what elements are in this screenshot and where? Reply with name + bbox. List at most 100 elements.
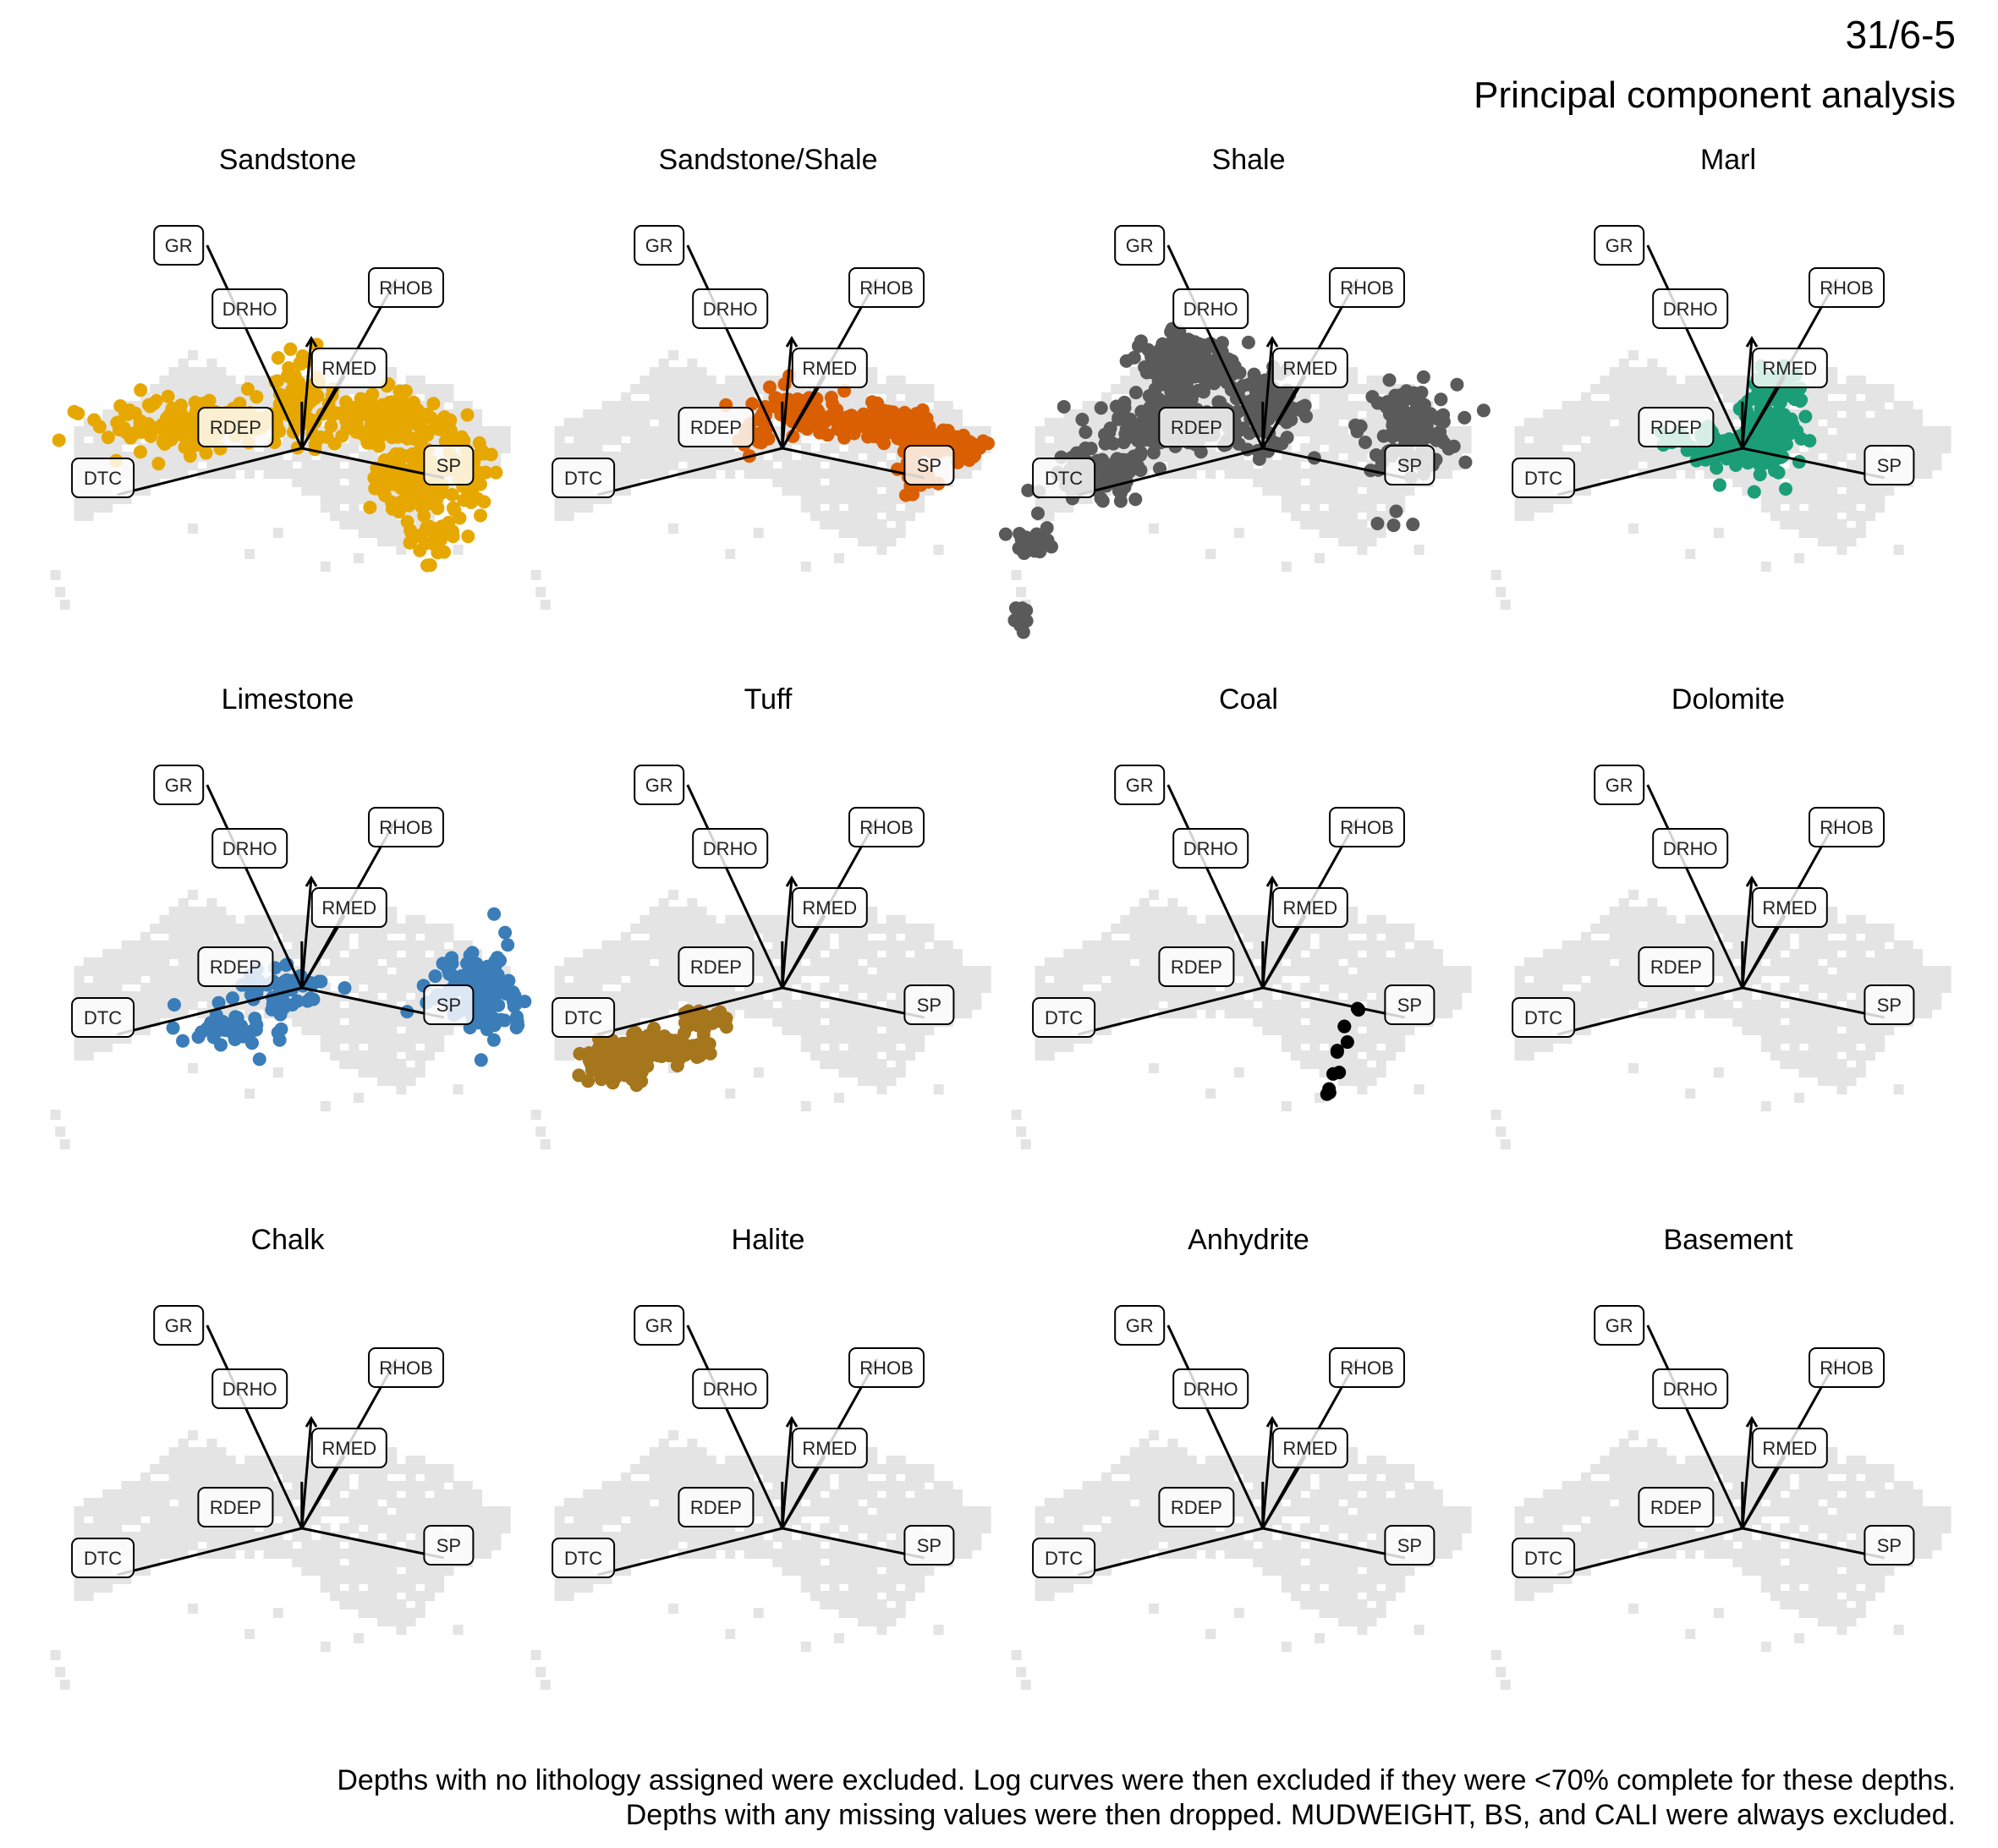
background-point: [1600, 401, 1611, 411]
background-point: [601, 401, 612, 411]
loading-label-drho: DRHO: [222, 299, 277, 320]
background-point: [301, 469, 312, 479]
background-point: [330, 502, 340, 513]
background-point: [952, 409, 963, 420]
data-point: [1098, 436, 1112, 451]
data-point: [417, 423, 431, 437]
data-point: [1712, 478, 1726, 492]
background-point: [178, 367, 189, 377]
background-point: [1628, 350, 1638, 360]
data-point: [1394, 425, 1408, 440]
background-point: [349, 494, 360, 504]
loading-arrow-rmed: [300, 376, 346, 449]
background-point: [263, 469, 274, 479]
background-point: [168, 452, 179, 462]
background-point: [235, 924, 245, 934]
background-point: [639, 384, 650, 394]
background-point: [649, 376, 660, 386]
background-point: [168, 469, 179, 479]
background-point: [1523, 418, 1534, 428]
background-point: [150, 940, 161, 951]
background-point: [1884, 384, 1895, 394]
loading-label-rmed: RMED: [1762, 358, 1817, 379]
background-point: [462, 401, 473, 411]
background-point: [387, 528, 398, 538]
background-point: [820, 469, 831, 479]
background-point: [820, 485, 831, 496]
data-point: [1766, 407, 1781, 421]
data-point: [489, 465, 503, 480]
background-point: [1685, 549, 1696, 559]
background-point: [434, 384, 445, 394]
data-point: [272, 1033, 287, 1047]
loading-label-rhob: RHOB: [379, 817, 433, 838]
data-point: [393, 480, 408, 495]
background-point: [1713, 376, 1724, 386]
background-point: [540, 600, 551, 610]
background-point: [55, 1127, 66, 1137]
data-point: [350, 407, 365, 421]
data-point: [1040, 521, 1054, 535]
background-point: [453, 940, 464, 951]
data-point: [826, 397, 840, 411]
background-point: [687, 392, 698, 403]
background-point: [1931, 426, 1942, 436]
background-point: [320, 485, 331, 496]
background-point: [763, 469, 773, 479]
background-point: [554, 966, 565, 976]
background-point: [886, 528, 897, 538]
background-point: [563, 443, 574, 453]
background-point: [1827, 435, 1838, 445]
loading-label-dtc: DTC: [564, 468, 602, 489]
background-point: [639, 452, 650, 462]
loading-label-drho: DRHO: [1663, 299, 1718, 320]
background-point: [649, 435, 660, 445]
data-point: [477, 495, 491, 509]
background-point: [320, 469, 331, 479]
background-point: [140, 460, 151, 470]
data-point: [200, 1021, 215, 1035]
background-point: [354, 1093, 364, 1103]
label-box: [153, 225, 205, 266]
data-point: [1095, 452, 1110, 467]
data-point: [171, 401, 185, 415]
background-point: [216, 907, 227, 917]
background-point: [1846, 460, 1857, 470]
background-point: [554, 502, 565, 513]
background-point: [405, 376, 416, 386]
loading-label-rdep: RDEP: [210, 957, 261, 978]
background-point: [1543, 409, 1554, 420]
background-point: [396, 1059, 407, 1069]
background-point: [1366, 376, 1377, 386]
data-point: [454, 430, 469, 444]
background-point: [678, 367, 689, 377]
background-point: [74, 443, 85, 453]
background-point: [1874, 384, 1885, 394]
data-point: [423, 558, 437, 573]
loading-label-rhob: RHOB: [379, 277, 433, 299]
background-point: [716, 384, 726, 394]
background-point: [1120, 376, 1131, 386]
data-point: [1079, 425, 1093, 439]
background-point: [621, 426, 631, 436]
background-point: [102, 949, 113, 959]
background-point: [639, 376, 650, 386]
background-point: [283, 469, 293, 479]
loading-label-sp: SP: [436, 455, 461, 476]
background-point: [216, 384, 227, 394]
background-point: [272, 469, 283, 479]
loading-label-dtc: DTC: [1524, 468, 1562, 489]
data-point: [461, 488, 475, 502]
loading-label-sp: SP: [917, 455, 941, 476]
data-point: [149, 393, 163, 408]
background-point: [1205, 549, 1216, 559]
data-point: [1786, 417, 1800, 431]
data-point: [113, 399, 128, 414]
background-point: [1902, 401, 1913, 411]
background-point: [1348, 401, 1359, 411]
data-point: [420, 407, 435, 421]
background-point: [630, 418, 641, 428]
background-point: [734, 392, 745, 403]
